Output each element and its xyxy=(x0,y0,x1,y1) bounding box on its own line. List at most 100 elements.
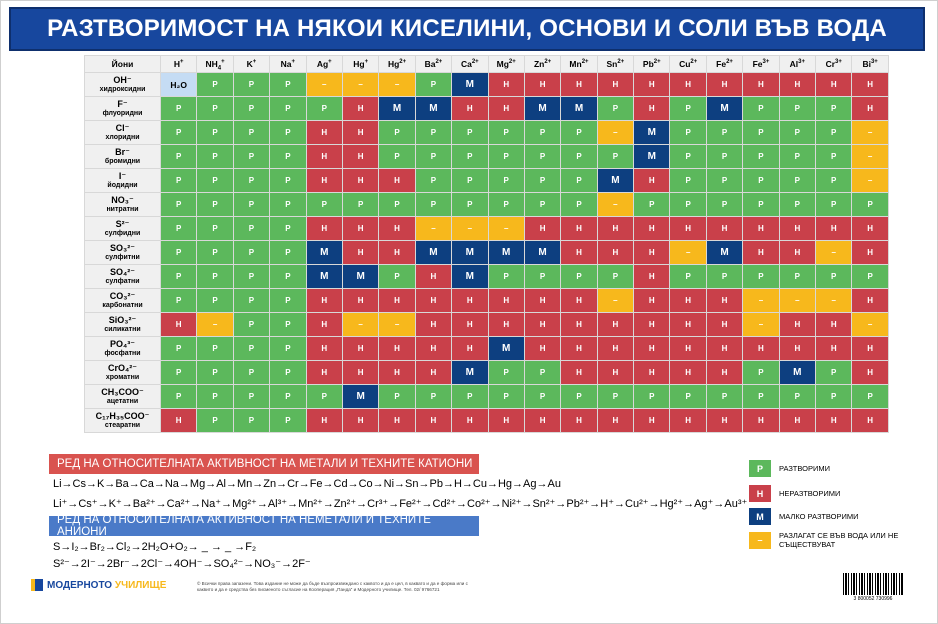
anion-activity-series: S²⁻→2I⁻→2Br⁻→2Cl⁻→4OH⁻→SO₄²⁻→NO₃⁻→2F⁻ xyxy=(53,558,311,570)
solubility-cell: Н xyxy=(634,313,670,336)
solubility-cell: М xyxy=(524,241,561,264)
solubility-cell: Р xyxy=(561,265,597,288)
solubility-cell: Р xyxy=(161,145,197,168)
solubility-cell: Р xyxy=(415,193,452,216)
solubility-cell: Н xyxy=(597,73,634,96)
solubility-cell: Н xyxy=(852,241,888,264)
solubility-cell: М xyxy=(342,265,379,288)
solubility-cell: Р xyxy=(270,409,306,432)
anion-formula: Br⁻ xyxy=(115,147,130,158)
solubility-cell: Н xyxy=(706,361,743,384)
solubility-cell: Н xyxy=(488,289,524,312)
solubility-cell: Р xyxy=(233,193,270,216)
solubility-cell: Р xyxy=(233,337,270,360)
solubility-cell: Н xyxy=(779,241,816,264)
logo-word-2: УЧИЛИЩЕ xyxy=(114,579,167,591)
solubility-cell: Н xyxy=(779,337,816,360)
solubility-cell: Р xyxy=(161,217,197,240)
solubility-cell: Р xyxy=(415,145,452,168)
solubility-cell: Н xyxy=(415,313,452,336)
solubility-cell: Н xyxy=(670,313,706,336)
solubility-cell: Н xyxy=(634,265,670,288)
anion-name: силикатни xyxy=(104,325,141,333)
solubility-cell: Н xyxy=(524,217,561,240)
solubility-cell: Н xyxy=(743,73,779,96)
solubility-cell: Р xyxy=(197,145,233,168)
anion-formula: CrO₄²⁻ xyxy=(107,363,138,374)
solubility-cell: – xyxy=(488,217,524,240)
solubility-cell: Н xyxy=(706,73,743,96)
solubility-cell: Р xyxy=(197,73,233,96)
solubility-cell: Н xyxy=(306,337,342,360)
solubility-cell: Н xyxy=(561,361,597,384)
legend-soluble-label: РАЗТВОРИМИ xyxy=(779,464,830,473)
solubility-cell: Н xyxy=(634,409,670,432)
solubility-cell: Р xyxy=(233,265,270,288)
solubility-cell: Н xyxy=(379,217,415,240)
solubility-cell: Р xyxy=(743,385,779,408)
solubility-cell: – xyxy=(816,289,852,312)
anion-formula: OH⁻ xyxy=(113,75,132,86)
anion-label: PO₄³⁻ фосфатни xyxy=(85,337,160,360)
solubility-cell: Н xyxy=(452,97,488,120)
solubility-cell: М xyxy=(379,97,415,120)
solubility-cell: Н xyxy=(452,313,488,336)
solubility-cell: Р xyxy=(743,169,779,192)
solubility-cell: Р xyxy=(816,97,852,120)
anion-row: CO₃²⁻ карбонатни Р Р Р Р Н Н Н Н Н Н Н Н – Н Н Н – – – Н xyxy=(85,289,888,312)
solubility-cell: Н xyxy=(488,409,524,432)
solubility-cell: Р xyxy=(415,385,452,408)
solubility-cell: – xyxy=(415,217,452,240)
solubility-cell: Н xyxy=(524,73,561,96)
solubility-cell: Н xyxy=(779,217,816,240)
solubility-cell: Р xyxy=(597,265,634,288)
solubility-cell: Н xyxy=(488,313,524,336)
legend-soluble: Р РАЗТВОРИМИ xyxy=(749,460,899,477)
solubility-cell: Р xyxy=(779,193,816,216)
legend-insoluble: Н НЕРАЗТВОРИМИ xyxy=(749,485,899,502)
solubility-cell: Н xyxy=(706,409,743,432)
anion-label: OH⁻ хидроксидни xyxy=(85,73,160,96)
cation-header: K+ xyxy=(233,56,270,72)
solubility-cell: Р xyxy=(233,169,270,192)
anion-rows: OH⁻ хидроксидни H₂O Р Р Р – – – Р М Н Н Н Н Н Н Н Н Н Н Н F⁻ фл… xyxy=(85,73,888,432)
cation-header: Zn2+ xyxy=(524,56,561,72)
solubility-cell: Р xyxy=(488,265,524,288)
anion-row: I⁻ йодидни Р Р Р Р Н Н Н Р Р Р Р Р М Н Р Р Р Р Р – xyxy=(85,169,888,192)
solubility-cell: Н xyxy=(342,121,379,144)
solubility-cell: Р xyxy=(670,97,706,120)
anion-name: фосфатни xyxy=(104,349,141,357)
solubility-cell: Р xyxy=(270,193,306,216)
solubility-cell: Р xyxy=(524,385,561,408)
solubility-cell: М xyxy=(561,97,597,120)
solubility-cell: Р xyxy=(706,121,743,144)
solubility-cell: – xyxy=(342,313,379,336)
solubility-cell: Р xyxy=(779,121,816,144)
cation-header: Ba2+ xyxy=(415,56,452,72)
cation-header: Mg2+ xyxy=(488,56,524,72)
solubility-cell: – xyxy=(597,121,634,144)
solubility-cell: Н xyxy=(634,361,670,384)
anion-label: CrO₄²⁻ хроматни xyxy=(85,361,160,384)
solubility-cell: Н xyxy=(524,409,561,432)
solubility-cell: Р xyxy=(452,121,488,144)
solubility-cell: Р xyxy=(452,169,488,192)
cation-header: Ca2+ xyxy=(452,56,488,72)
solubility-cell: Н xyxy=(634,241,670,264)
solubility-cell: Р xyxy=(524,121,561,144)
solubility-cell: Р xyxy=(197,169,233,192)
solubility-cell: Р xyxy=(634,193,670,216)
solubility-cell: Н xyxy=(342,361,379,384)
solubility-cell: М xyxy=(306,265,342,288)
solubility-cell: Р xyxy=(270,145,306,168)
cation-header: Hg+ xyxy=(342,56,379,72)
solubility-cell: Р xyxy=(233,361,270,384)
solubility-cell: Р xyxy=(779,97,816,120)
solubility-cell: Р xyxy=(670,169,706,192)
legend-insoluble-label: НЕРАЗТВОРИМИ xyxy=(779,489,841,498)
solubility-cell: – xyxy=(379,73,415,96)
anion-row: OH⁻ хидроксидни H₂O Р Р Р – – – Р М Н Н Н Н Н Н Н Н Н Н Н xyxy=(85,73,888,96)
legend-decomposes-label: РАЗЛАГАТ СЕ ВЪВ ВОДА ИЛИ НЕ СЪЩЕСТВУВАТ xyxy=(779,531,899,549)
solubility-cell: Р xyxy=(706,193,743,216)
solubility-cell: Р xyxy=(561,193,597,216)
